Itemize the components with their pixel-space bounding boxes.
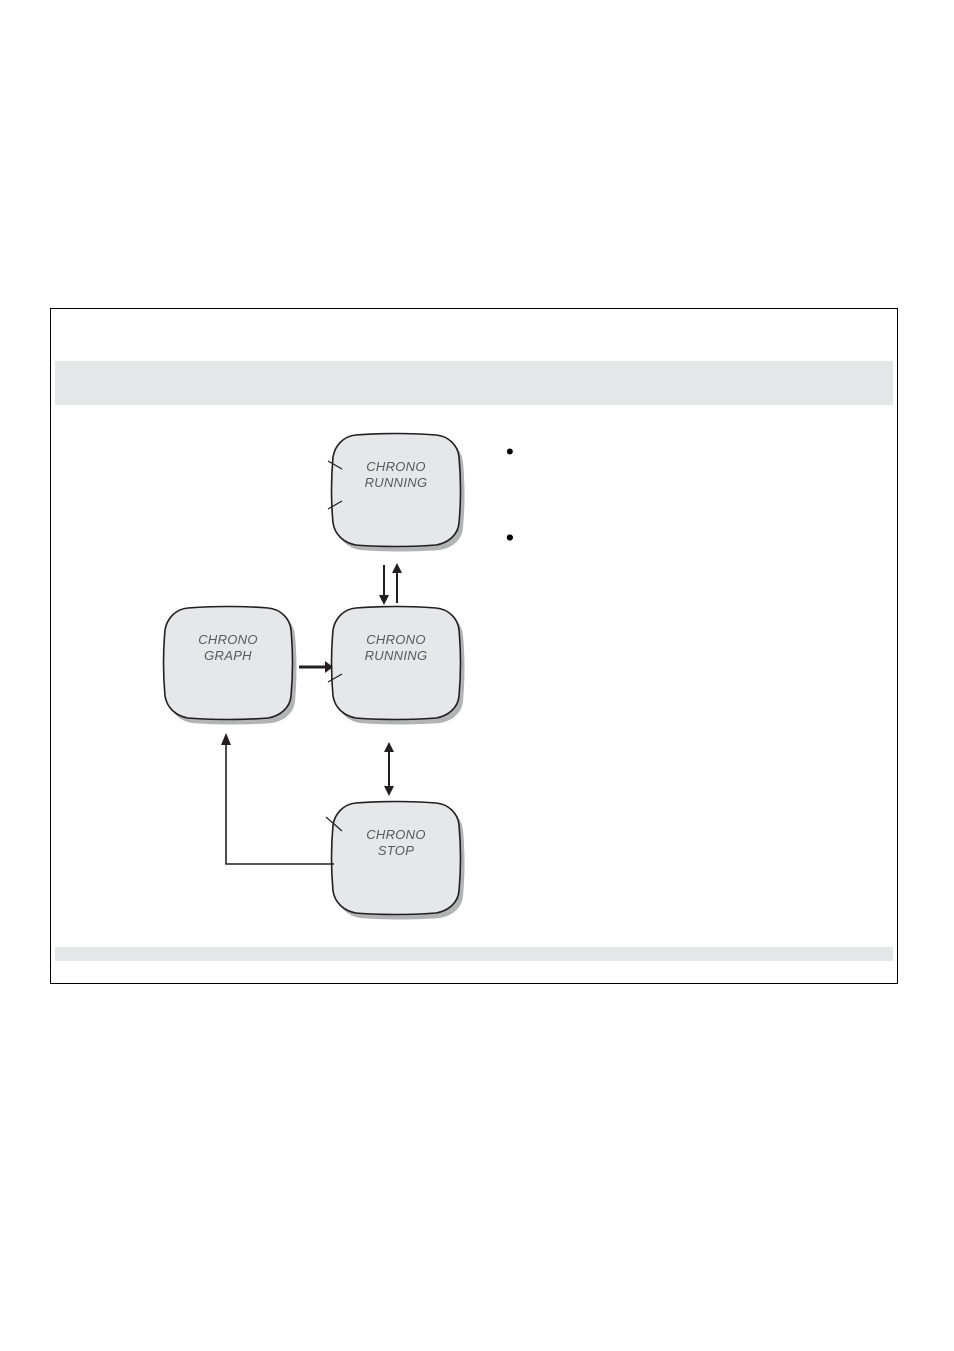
watch-left-line2: GRAPH xyxy=(204,648,252,663)
bullet-list xyxy=(506,447,876,533)
arrow-return-icon xyxy=(220,733,340,878)
watch-bottom-line2: STOP xyxy=(378,843,414,858)
arrow-right-icon xyxy=(299,660,333,679)
arrow-doublehead-vertical-icon xyxy=(382,742,396,801)
watch-bottom: CHRONO STOP xyxy=(328,799,464,927)
watch-left-line1: CHRONO xyxy=(198,632,258,647)
watch-top-line1: CHRONO xyxy=(366,459,426,474)
header-band xyxy=(55,361,893,405)
watch-mid-line1: CHRONO xyxy=(366,632,426,647)
watch-left: CHRONO GRAPH xyxy=(160,604,296,732)
watch-top: CHRONO RUNNING xyxy=(328,431,464,559)
diagram-frame: CHRONO RUNNING CHRONO GRAPH CHRONO RUNNI… xyxy=(50,308,898,984)
watch-bottom-line1: CHRONO xyxy=(366,827,426,842)
watch-mid-line2: RUNNING xyxy=(365,648,428,663)
watch-top-line2: RUNNING xyxy=(365,475,428,490)
page: CHRONO RUNNING CHRONO GRAPH CHRONO RUNNI… xyxy=(0,0,954,1351)
footer-band xyxy=(55,947,893,961)
watch-mid: CHRONO RUNNING xyxy=(328,604,464,732)
arrow-updown-pair-icon xyxy=(376,563,406,610)
